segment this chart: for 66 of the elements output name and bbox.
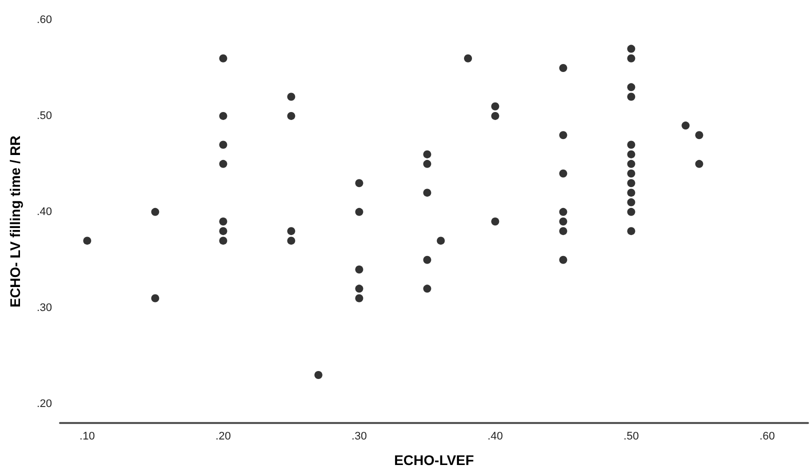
point <box>287 227 296 236</box>
y-axis-title: ECHO- LV filling time / RR <box>7 136 23 308</box>
point <box>219 140 228 149</box>
point <box>219 236 228 245</box>
point <box>355 265 364 274</box>
point <box>219 54 228 62</box>
point <box>627 227 636 236</box>
point <box>83 236 92 245</box>
x-tick-label: .50 <box>624 430 639 442</box>
point <box>627 160 636 168</box>
point <box>219 112 228 120</box>
y-tick-label: .50 <box>36 110 52 122</box>
x-tick-label: .20 <box>216 430 231 442</box>
point <box>423 256 432 264</box>
x-tick-label: .10 <box>80 430 95 442</box>
x-tick-label: .40 <box>488 430 503 442</box>
point <box>682 122 690 130</box>
point <box>559 218 568 226</box>
point <box>559 208 568 216</box>
point <box>423 150 432 158</box>
y-tick-label: .20 <box>36 398 52 410</box>
y-tick-label: .30 <box>36 302 52 314</box>
point <box>491 218 500 226</box>
point <box>219 227 228 236</box>
point <box>627 44 636 53</box>
point <box>219 160 228 168</box>
point <box>491 102 500 110</box>
point <box>559 227 568 236</box>
x-tick-label: .60 <box>760 430 775 442</box>
point <box>559 131 568 140</box>
point <box>627 54 636 62</box>
point <box>695 131 704 140</box>
point <box>627 150 636 158</box>
point <box>559 64 568 72</box>
point <box>287 92 296 101</box>
point <box>627 83 636 92</box>
point <box>627 188 636 197</box>
y-tick-label: .60 <box>36 14 52 26</box>
point <box>695 160 704 168</box>
point <box>627 179 636 188</box>
point <box>219 218 228 226</box>
point <box>464 54 472 62</box>
point <box>423 284 432 293</box>
y-tick-label: .40 <box>36 206 52 218</box>
x-axis-title: ECHO-LVEF <box>394 452 474 468</box>
point <box>355 179 364 188</box>
point <box>355 294 364 302</box>
point <box>627 92 636 101</box>
point <box>559 170 568 178</box>
point <box>423 188 432 197</box>
point <box>287 236 296 245</box>
point <box>559 256 568 264</box>
point <box>287 112 296 120</box>
point <box>314 371 322 380</box>
point <box>491 112 500 120</box>
point <box>436 236 445 245</box>
point <box>423 160 432 168</box>
point <box>627 140 636 149</box>
point <box>627 198 636 206</box>
point <box>627 170 636 178</box>
point <box>627 208 636 216</box>
point <box>151 294 160 302</box>
point <box>355 284 364 293</box>
x-tick-label: .30 <box>352 430 367 442</box>
point <box>151 208 160 216</box>
point <box>355 208 364 216</box>
